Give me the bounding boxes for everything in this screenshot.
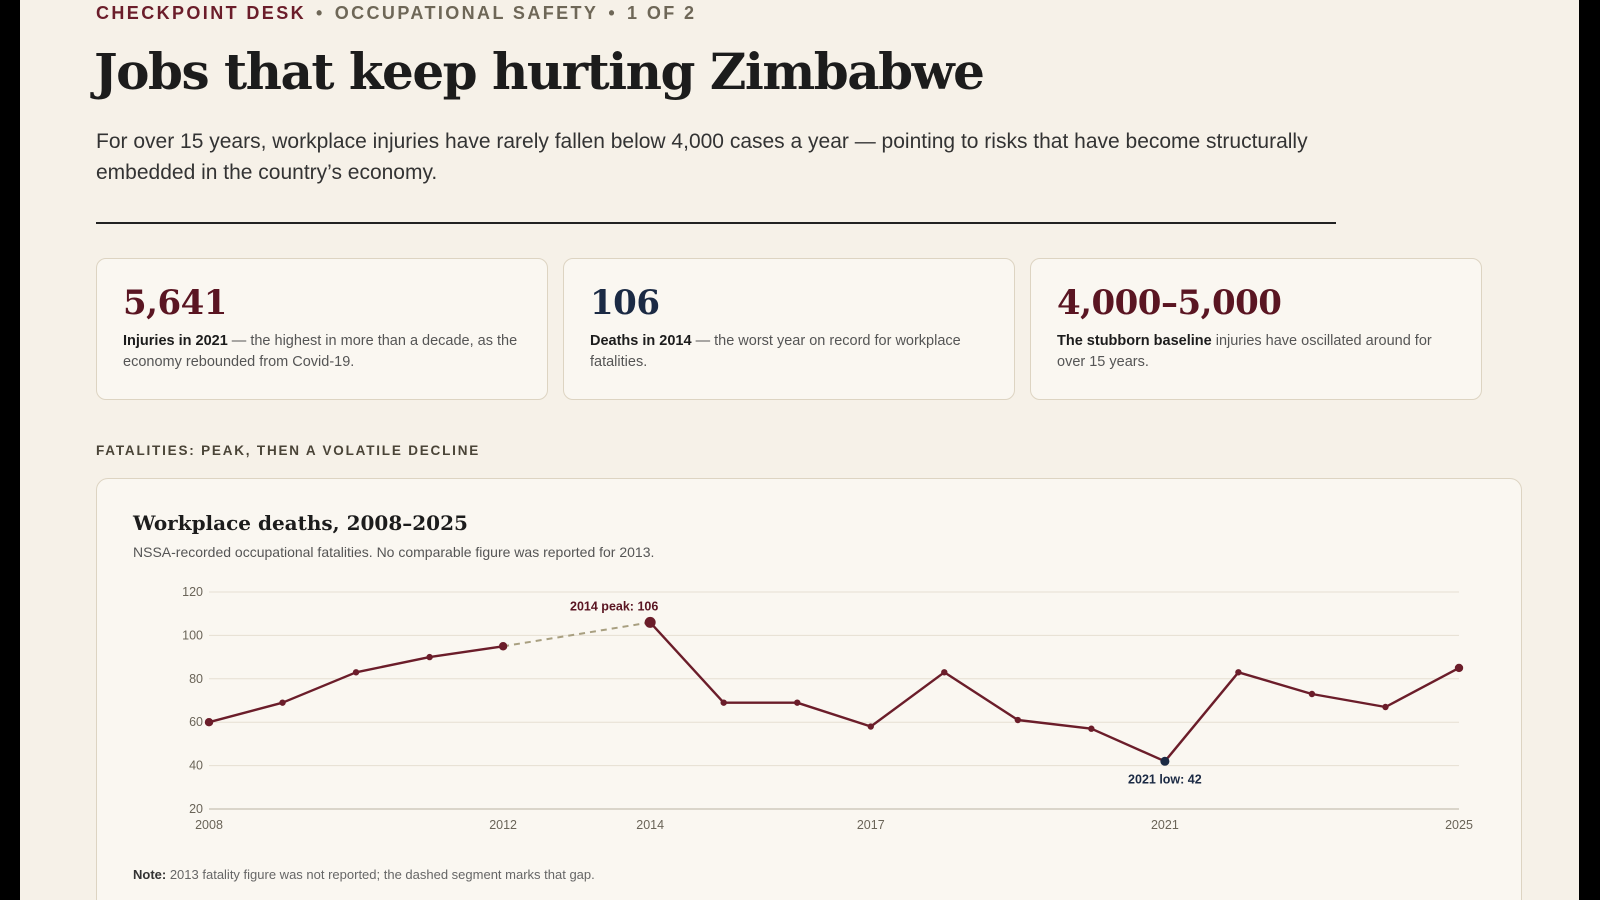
y-tick-label: 20 (189, 802, 203, 816)
stat-card-injuries: 5,641 Injuries in 2021 — the highest in … (96, 258, 548, 400)
gap-dashed-line (502, 621, 651, 648)
section-label: FATALITIES: PEAK, THEN A VOLATILE DECLIN… (96, 443, 481, 458)
kicker-page-count: 1 OF 2 (627, 3, 697, 23)
y-tick-label: 100 (182, 628, 203, 642)
series-line (649, 621, 1460, 763)
x-tick-label: 2008 (195, 818, 223, 832)
stat-value: 5,641 (123, 283, 227, 323)
chart-note: Note: 2013 fatality figure was not repor… (133, 867, 595, 882)
chart-subtitle: NSSA-recorded occupational fatalities. N… (133, 544, 655, 560)
stat-value: 4,000–5,000 (1057, 283, 1282, 323)
chart-note-text: 2013 fatality figure was not reported; t… (166, 867, 595, 882)
y-tick-label: 120 (182, 585, 203, 599)
stat-description: Injuries in 2021 — the highest in more t… (123, 331, 521, 373)
stat-label: The stubborn baseline (1057, 333, 1212, 349)
x-tick-label: 2014 (636, 818, 664, 832)
kicker: CHECKPOINT DESK • OCCUPATIONAL SAFETY • 1 OF… (96, 3, 696, 24)
data-point (279, 699, 286, 706)
stat-text: — the highest in more than a decade, as … (123, 333, 518, 370)
header-divider (96, 222, 1336, 224)
stat-description: The stubborn baseline injuries have osci… (1057, 331, 1455, 373)
data-point (794, 699, 801, 706)
x-tick-label: 2025 (1445, 818, 1473, 832)
series-line (208, 645, 504, 724)
x-tick-label: 2012 (489, 818, 517, 832)
chart-title: Workplace deaths, 2008–2025 (133, 511, 468, 535)
data-point (867, 723, 874, 730)
kicker-section[interactable]: OCCUPATIONAL SAFETY (334, 3, 599, 23)
data-point (720, 699, 727, 706)
stat-card-baseline: 4,000–5,000 The stubborn baseline injuri… (1030, 258, 1482, 400)
data-point (1454, 663, 1464, 673)
data-point (1088, 725, 1095, 732)
stat-label: Injuries in 2021 (123, 333, 228, 349)
stat-text: — the worst year on record for workplace… (590, 333, 961, 370)
stat-card-deaths: 106 Deaths in 2014 — the worst year on r… (563, 258, 1015, 400)
page-dek: For over 15 years, workplace injuries ha… (96, 130, 1308, 184)
kicker-desk[interactable]: CHECKPOINT DESK (96, 3, 307, 23)
data-point (1308, 690, 1316, 698)
y-tick-label: 60 (189, 715, 203, 729)
data-point (426, 653, 433, 661)
x-tick-label: 2017 (857, 818, 885, 832)
stat-description: Deaths in 2014 — the worst year on recor… (590, 331, 988, 373)
data-point (1014, 716, 1022, 724)
y-tick-label: 40 (189, 759, 203, 773)
data-point (498, 642, 508, 651)
page: CHECKPOINT DESK • OCCUPATIONAL SAFETY • 1 OF… (20, 0, 1579, 900)
data-point (1382, 703, 1389, 711)
stat-label: Deaths in 2014 (590, 333, 692, 349)
chart-card: Workplace deaths, 2008–2025 NSSA-recorde… (96, 478, 1522, 900)
data-point (644, 616, 656, 628)
y-tick-label: 80 (189, 672, 203, 686)
kicker-separator-dot: • (316, 3, 325, 23)
chart-note-label: Note: (133, 867, 167, 882)
stat-value: 106 (590, 283, 660, 323)
line-chart: 20 40 60 80 100 120 2008 2012 2014 2017 2021 2025 20… (182, 585, 1473, 832)
data-point (1160, 756, 1170, 766)
peak-annotation: 2014 peak: 106 (570, 599, 658, 613)
low-annotation: 2021 low: 42 (1128, 772, 1202, 786)
data-point (352, 669, 360, 676)
kicker-separator-dot: • (608, 3, 618, 23)
data-point (941, 669, 948, 676)
x-tick-label: 2021 (1151, 818, 1179, 832)
data-point (1235, 669, 1242, 676)
stat-text: injuries have oscillated around for over… (1057, 333, 1432, 370)
data-point (204, 718, 214, 727)
page-title: Jobs that keep hurting Zimbabwe (94, 42, 985, 101)
